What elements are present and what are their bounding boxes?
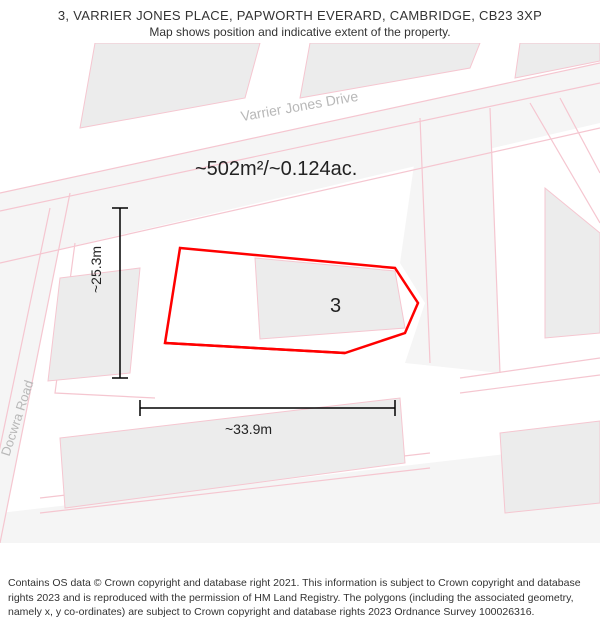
plot-number: 3 (330, 295, 341, 318)
width-label: ~33.9m (225, 421, 272, 437)
highlight-close (165, 343, 345, 353)
map-svg (0, 43, 600, 543)
page-subtitle: Map shows position and indicative extent… (20, 25, 580, 39)
height-label: ~25.3m (88, 246, 104, 293)
footer-copyright: Contains OS data © Crown copyright and d… (8, 576, 592, 619)
area-label: ~502m²/~0.124ac. (195, 158, 357, 181)
page-title: 3, VARRIER JONES PLACE, PAPWORTH EVERARD… (20, 8, 580, 23)
map-area: ~502m²/~0.124ac. 3 ~25.3m ~33.9m Varrier… (0, 43, 600, 543)
header: 3, VARRIER JONES PLACE, PAPWORTH EVERARD… (0, 0, 600, 43)
